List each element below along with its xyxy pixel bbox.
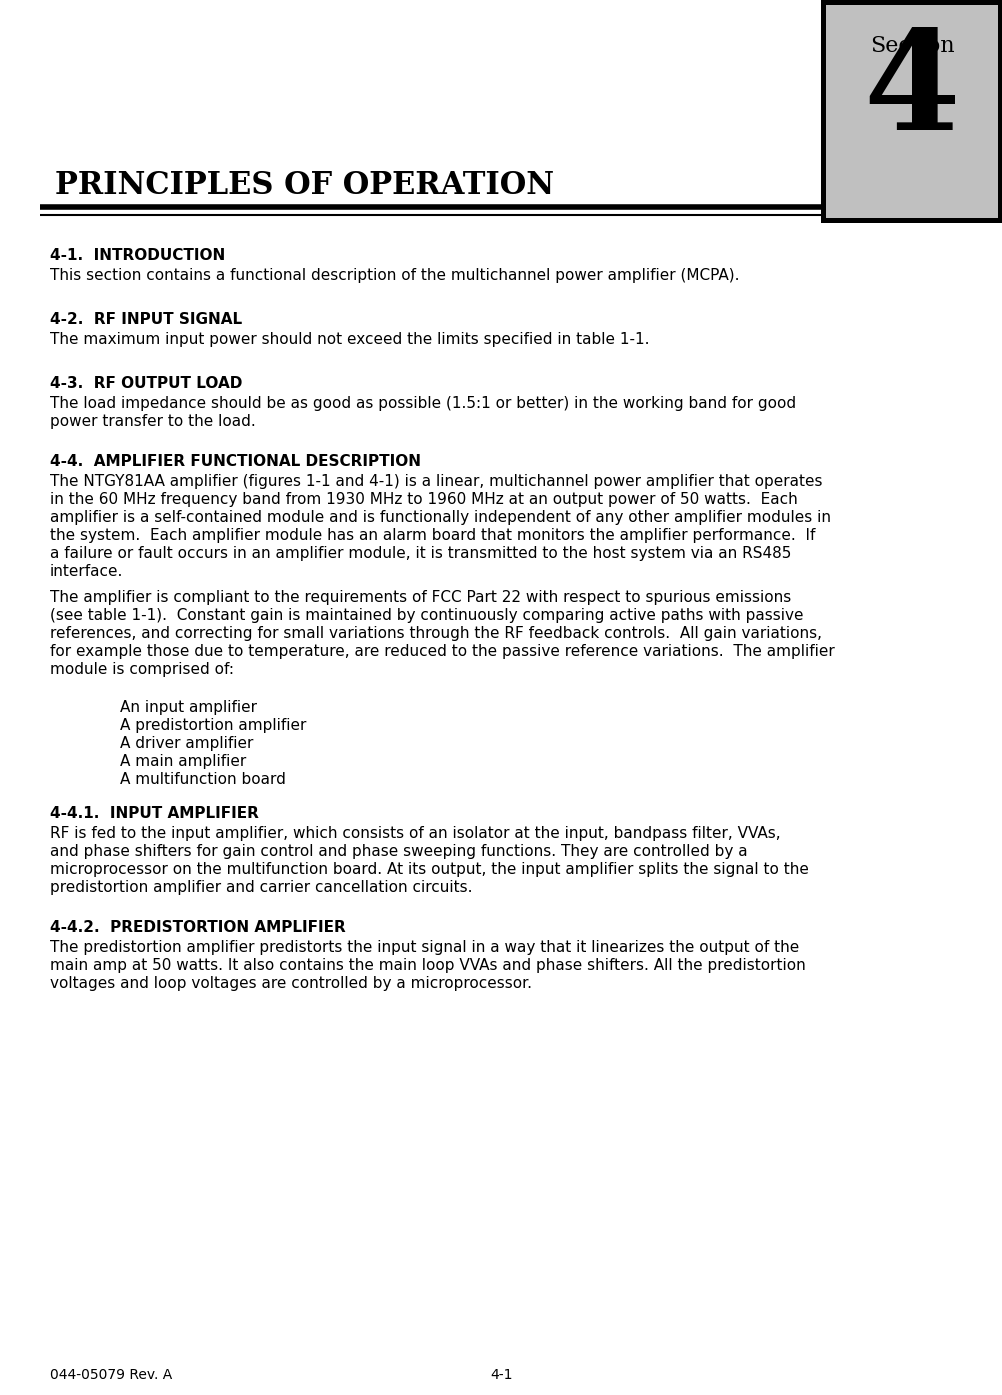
Text: A multifunction board: A multifunction board (120, 771, 286, 787)
Text: 4-4.  AMPLIFIER FUNCTIONAL DESCRIPTION: 4-4. AMPLIFIER FUNCTIONAL DESCRIPTION (50, 453, 421, 469)
Text: Section: Section (869, 35, 953, 57)
Text: A main amplifier: A main amplifier (120, 755, 246, 769)
Text: 4-4.2.  PREDISTORTION AMPLIFIER: 4-4.2. PREDISTORTION AMPLIFIER (50, 919, 346, 935)
Text: PRINCIPLES OF OPERATION: PRINCIPLES OF OPERATION (55, 170, 553, 201)
Text: A driver amplifier: A driver amplifier (120, 737, 254, 751)
Text: the system.  Each amplifier module has an alarm board that monitors the amplifie: the system. Each amplifier module has an… (50, 527, 815, 543)
Text: The maximum input power should not exceed the limits specified in table 1-1.: The maximum input power should not excee… (50, 332, 649, 347)
Text: (see table 1-1).  Constant gain is maintained by continuously comparing active p: (see table 1-1). Constant gain is mainta… (50, 608, 803, 624)
Text: The load impedance should be as good as possible (1.5:1 or better) in the workin: The load impedance should be as good as … (50, 396, 796, 412)
Text: 4-4.1.  INPUT AMPLIFIER: 4-4.1. INPUT AMPLIFIER (50, 806, 259, 822)
Text: 4-1: 4-1 (490, 1368, 512, 1382)
Text: in the 60 MHz frequency band from 1930 MHz to 1960 MHz at an output power of 50 : in the 60 MHz frequency band from 1930 M… (50, 492, 797, 506)
Text: An input amplifier: An input amplifier (120, 700, 257, 716)
Bar (826, 6, 997, 218)
Text: a failure or fault occurs in an amplifier module, it is transmitted to the host : a failure or fault occurs in an amplifie… (50, 545, 791, 561)
Text: The amplifier is compliant to the requirements of FCC Part 22 with respect to sp: The amplifier is compliant to the requir… (50, 590, 791, 605)
Text: 4-3.  RF OUTPUT LOAD: 4-3. RF OUTPUT LOAD (50, 377, 242, 391)
Text: The predistortion amplifier predistorts the input signal in a way that it linear: The predistortion amplifier predistorts … (50, 940, 799, 956)
Text: amplifier is a self-contained module and is functionally independent of any othe: amplifier is a self-contained module and… (50, 511, 831, 525)
Bar (821, 0, 1002, 223)
Text: interface.: interface. (50, 564, 123, 579)
Text: RF is fed to the input amplifier, which consists of an isolator at the input, ba: RF is fed to the input amplifier, which … (50, 826, 780, 841)
Text: This section contains a functional description of the multichannel power amplifi: This section contains a functional descr… (50, 268, 738, 283)
Text: references, and correcting for small variations through the RF feedback controls: references, and correcting for small var… (50, 626, 822, 640)
Text: and phase shifters for gain control and phase sweeping functions. They are contr: and phase shifters for gain control and … (50, 844, 746, 859)
Text: microprocessor on the multifunction board. At its output, the input amplifier sp: microprocessor on the multifunction boar… (50, 862, 808, 877)
Text: voltages and loop voltages are controlled by a microprocessor.: voltages and loop voltages are controlle… (50, 976, 531, 990)
Text: 4-1.  INTRODUCTION: 4-1. INTRODUCTION (50, 248, 225, 264)
Text: main amp at 50 watts. It also contains the main loop VVAs and phase shifters. Al: main amp at 50 watts. It also contains t… (50, 958, 805, 972)
Text: predistortion amplifier and carrier cancellation circuits.: predistortion amplifier and carrier canc… (50, 880, 472, 896)
Text: 4: 4 (863, 25, 960, 159)
Text: The NTGY81AA amplifier (figures 1-1 and 4-1) is a linear, multichannel power amp: The NTGY81AA amplifier (figures 1-1 and … (50, 474, 822, 490)
Text: 4-2.  RF INPUT SIGNAL: 4-2. RF INPUT SIGNAL (50, 312, 241, 326)
Text: for example those due to temperature, are reduced to the passive reference varia: for example those due to temperature, ar… (50, 644, 834, 658)
Text: power transfer to the load.: power transfer to the load. (50, 414, 256, 430)
Text: A predistortion amplifier: A predistortion amplifier (120, 718, 306, 732)
Text: module is comprised of:: module is comprised of: (50, 663, 233, 677)
Text: 044-05079 Rev. A: 044-05079 Rev. A (50, 1368, 172, 1382)
